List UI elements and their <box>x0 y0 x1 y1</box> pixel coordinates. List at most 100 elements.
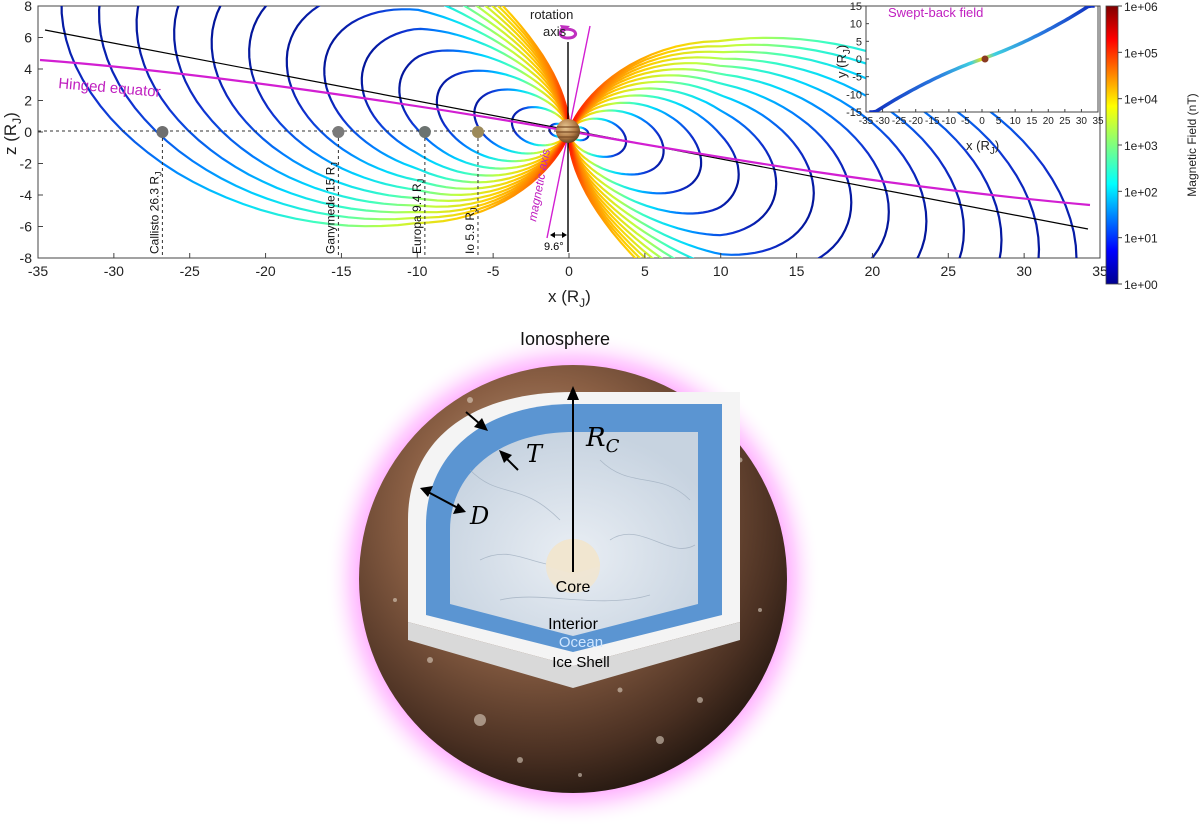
inset-x-tick-label: 20 <box>1043 116 1055 127</box>
main-x-tick-label: -10 <box>407 263 427 279</box>
inset-y-tick-label: 15 <box>850 1 862 13</box>
inset-x-tick-label: -5 <box>961 116 970 127</box>
colorbar-tick-label: 1e+01 <box>1124 232 1158 246</box>
inset-x-tick-label: -20 <box>908 116 923 127</box>
jupiter-planet <box>556 119 580 143</box>
main-x-tick-label: 5 <box>641 263 649 279</box>
field-line <box>567 56 966 258</box>
main-x-tick-label: 0 <box>565 263 573 279</box>
rotation-axis-label: rotation <box>530 7 573 22</box>
colorbar-label: Magnetic Field (nT) <box>1185 93 1199 196</box>
inset-y-axis-label: y (RJ) <box>834 45 853 78</box>
field-line <box>323 8 571 184</box>
colorbar-tick-label: 1e+05 <box>1124 46 1158 60</box>
colorbar-tick-label: 1e+06 <box>1124 0 1158 14</box>
depth-arrow-icon <box>420 486 433 497</box>
field-line <box>567 36 1078 258</box>
main-y-tick-label: 0 <box>24 124 32 140</box>
main-x-tick-label: 10 <box>713 263 729 279</box>
main-y-tick-label: -2 <box>20 156 33 172</box>
main-x-tick-label: 35 <box>1092 263 1108 279</box>
field-line <box>567 80 815 256</box>
colorbar-tick-label: 1e+04 <box>1124 93 1158 107</box>
inset-plot: Swept-back field -35 -30 -25 -20 -15 -10 -5 0 5 1… <box>834 1 1104 157</box>
inset-y-tick-label: 10 <box>850 19 862 31</box>
colorbar: 1e+06 1e+05 1e+04 1e+03 1e+02 1e+01 1e+00 Magn… <box>1105 0 1199 292</box>
main-x-tick-label: 30 <box>1016 263 1032 279</box>
moon-label: Io 5.9 RJ <box>463 207 479 254</box>
moon-marker <box>418 126 431 138</box>
main-y-tick-label: 6 <box>24 30 32 46</box>
inset-y-tick-label: 0 <box>856 54 862 66</box>
field-line <box>435 69 571 163</box>
main-plot: Callisto 26.3 RJ Ganymede 15 RJ Europa 9.4… <box>1 0 1108 310</box>
moons: Callisto 26.3 RJ Ganymede 15 RJ Europa 9.4… <box>147 126 484 258</box>
field-line <box>360 27 571 177</box>
field-line <box>567 50 1003 258</box>
radius-label: RC <box>585 423 620 457</box>
inset-x-tick-label: -30 <box>875 116 890 127</box>
inset-x-ticks: -35 -30 -25 -20 -15 -10 -5 0 5 10 15 20 25 30 35 <box>859 109 1104 127</box>
inset-x-tick-label: 5 <box>996 116 1002 127</box>
field-line <box>97 6 571 221</box>
inset-x-tick-label: 10 <box>1010 116 1022 127</box>
colorbar-gradient <box>1105 5 1119 285</box>
main-x-tick-label: -30 <box>104 263 124 279</box>
main-x-tick-label: 20 <box>865 263 881 279</box>
main-x-tick-label: 25 <box>940 263 956 279</box>
inset-y-tick-label: -15 <box>846 107 862 119</box>
inset-x-tick-label: 15 <box>1026 116 1038 127</box>
inset-x-tick-label: -35 <box>859 116 874 127</box>
moon-marker <box>156 126 169 138</box>
field-line <box>567 62 928 258</box>
field-line <box>567 94 740 215</box>
moon-marker <box>471 126 484 138</box>
main-x-axis-label: x (RJ) <box>548 287 591 310</box>
field-line <box>567 109 665 176</box>
inset-x-tick-label: -25 <box>892 116 907 127</box>
inset-x-tick-label: -15 <box>925 116 940 127</box>
main-y-ticks: 8 6 4 2 0 -2 -4 -6 -8 <box>20 0 43 266</box>
moon-label: Ganymede 15 RJ <box>323 162 339 254</box>
ice-shell-label: Ice Shell <box>552 654 610 671</box>
main-x-tick-label: -20 <box>255 263 275 279</box>
main-y-tick-label: 8 <box>24 0 32 14</box>
colorbar-tick-label: 1e+02 <box>1124 185 1158 199</box>
thickness-label: T <box>526 440 544 468</box>
tilt-angle-label: 9.6° <box>544 241 564 253</box>
ocean-label: Ocean <box>559 634 603 651</box>
field-line <box>210 6 571 203</box>
moon-interior-diagram: Ionosphere RC T D Core Interior Ocean Ic… <box>325 329 821 824</box>
field-line <box>173 6 571 208</box>
field-lines <box>60 6 1078 258</box>
inset-y-ticks: 15 10 5 0 -5 -10 -15 <box>846 1 869 119</box>
rotation-arrow-icon <box>558 26 577 40</box>
main-x-tick-label: 15 <box>789 263 805 279</box>
inset-x-tick-label: 0 <box>979 116 985 127</box>
colorbar-tick-label: 1e+03 <box>1124 139 1158 153</box>
moon-label: Callisto 26.3 RJ <box>147 171 163 254</box>
main-x-tick-label: -25 <box>180 263 200 279</box>
main-y-tick-label: 2 <box>24 93 32 109</box>
field-line <box>567 74 853 258</box>
colorbar-tick-label: 1e+00 <box>1124 278 1158 292</box>
inset-y-tick-label: -10 <box>846 89 862 101</box>
field-line <box>285 6 571 190</box>
inset-jupiter <box>981 55 989 63</box>
field-line <box>567 67 890 258</box>
inset-title: Swept-back field <box>888 5 983 20</box>
main-y-axis-label: z (RJ) <box>1 112 24 155</box>
hinged-equator-label: Hinged equator <box>58 75 162 101</box>
field-line <box>248 6 571 197</box>
moon-marker <box>332 126 345 138</box>
inset-x-tick-label: -10 <box>942 116 957 127</box>
field-line <box>60 6 571 228</box>
main-x-tick-label: -5 <box>487 263 500 279</box>
field-line <box>398 49 571 170</box>
interior-label: Interior <box>548 616 598 633</box>
main-x-tick-label: -35 <box>28 263 48 279</box>
core-label: Core <box>556 579 591 596</box>
thickness-arrow-icon <box>474 418 488 431</box>
inset-y-tick-label: -5 <box>852 72 862 84</box>
